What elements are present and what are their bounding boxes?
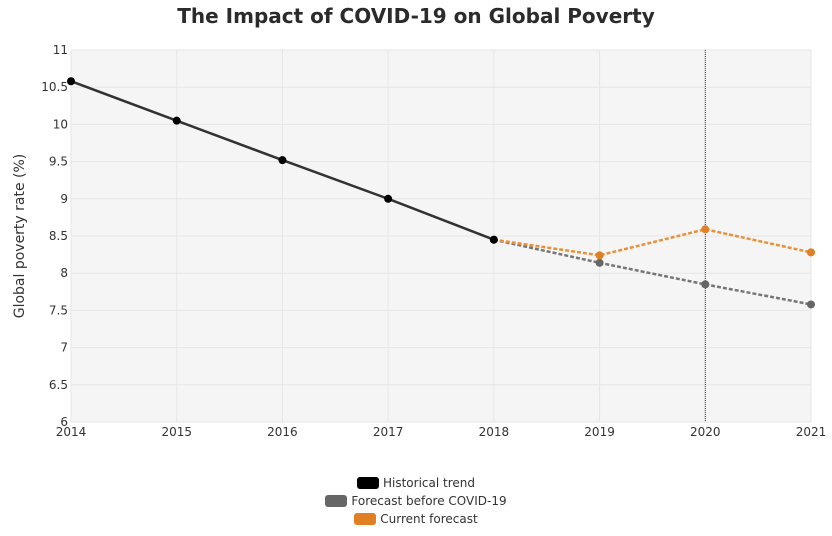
y-tick-label: 10 xyxy=(53,117,68,131)
legend: Historical trend Forecast before COVID-19… xyxy=(0,474,832,528)
series-point-0 xyxy=(489,235,498,244)
chart-title: The Impact of COVID-19 on Global Poverty xyxy=(177,4,655,28)
series-point-0 xyxy=(67,77,75,86)
series-point-1 xyxy=(701,280,710,289)
x-tick-label: 2018 xyxy=(479,425,510,439)
y-tick-labels: 6 6.5 7 7.5 8 8.5 9 9.5 10 10.5 11 xyxy=(41,43,68,429)
legend-swatch xyxy=(325,495,348,507)
y-tick-label: 9.5 xyxy=(49,155,68,169)
series-line-1 xyxy=(493,238,812,306)
legend-item[interactable]: Historical trend xyxy=(0,474,832,492)
y-tick-label: 9 xyxy=(60,192,68,206)
series-point-1 xyxy=(807,300,815,309)
legend-swatch xyxy=(354,513,377,525)
y-tick-label: 8.5 xyxy=(49,229,68,243)
x-tick-label: 2014 xyxy=(56,425,87,439)
x-tick-label: 2019 xyxy=(584,425,615,439)
legend-swatch xyxy=(356,477,379,489)
series-point-2 xyxy=(701,225,710,234)
y-tick-label: 7.5 xyxy=(49,303,68,317)
x-tick-label: 2015 xyxy=(161,425,192,439)
legend-label: Historical trend xyxy=(382,476,475,490)
x-tick-labels: 2014 2015 2016 2017 2018 2019 2020 2021 xyxy=(56,425,827,439)
y-axis-title: Global poverty rate (%) xyxy=(12,154,28,319)
y-tick-label: 10.5 xyxy=(41,80,68,94)
legend-item[interactable]: Current forecast xyxy=(0,510,832,528)
y-tick-label: 8 xyxy=(60,266,68,280)
legend-item[interactable]: Forecast before COVID-19 xyxy=(0,492,832,510)
series-point-0 xyxy=(278,156,287,165)
y-tick-label: 6 xyxy=(60,415,68,429)
x-tick-label: 2017 xyxy=(373,425,404,439)
series-point-2 xyxy=(595,251,604,260)
x-tick-label: 2020 xyxy=(690,425,721,439)
legend-label: Current forecast xyxy=(380,512,478,526)
x-tick-label: 2016 xyxy=(267,425,298,439)
series-point-2 xyxy=(807,248,815,257)
y-tick-label: 11 xyxy=(53,43,68,57)
series-point-0 xyxy=(172,116,181,125)
y-tick-label: 6.5 xyxy=(49,378,68,392)
grid xyxy=(70,49,812,423)
series-point-0 xyxy=(384,194,393,203)
series-point-1 xyxy=(595,258,604,267)
y-tick-label: 7 xyxy=(60,341,68,355)
legend-label: Forecast before COVID-19 xyxy=(351,494,507,508)
series-group xyxy=(67,77,815,309)
x-tick-label: 2021 xyxy=(796,425,827,439)
